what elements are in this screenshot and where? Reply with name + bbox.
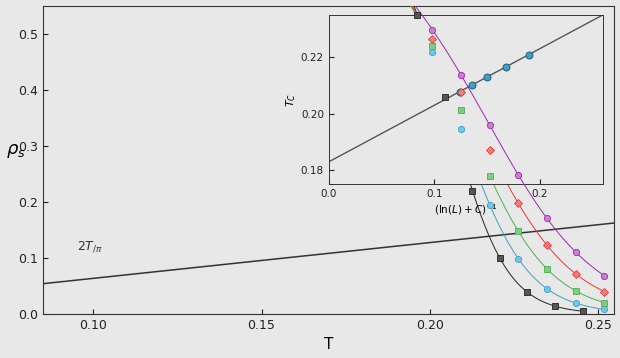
Y-axis label: $\rho_s$: $\rho_s$: [6, 142, 25, 160]
X-axis label: T: T: [324, 338, 334, 352]
Text: $2T_{/\pi}$: $2T_{/\pi}$: [77, 240, 102, 254]
